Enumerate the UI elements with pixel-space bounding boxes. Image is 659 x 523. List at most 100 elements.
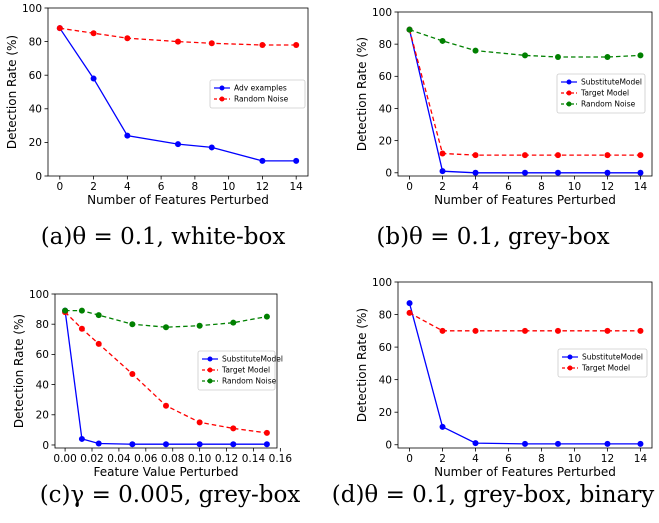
x-tick-label: 6 [505,453,512,465]
data-point [637,327,644,334]
data-point [90,75,97,82]
data-point [95,440,102,447]
y-tick-label: 0 [42,440,49,452]
legend-box [197,350,276,391]
plot-frame [54,293,278,449]
plot-frame [47,7,309,177]
y-tick-label: 60 [36,349,49,361]
x-tick-label: 0.16 [269,453,293,465]
y-tick-label: 100 [372,277,392,289]
data-point [259,157,266,164]
data-point [554,54,561,61]
x-axis-label: Number of Features Perturbed [434,465,616,479]
y-tick-label: 80 [29,36,42,48]
plot-frame [397,11,653,177]
x-tick-label: 12 [601,181,614,193]
y-tick-label: 20 [29,137,42,149]
x-tick-label: 0.12 [215,453,238,465]
legend-marker [207,356,213,362]
data-point [406,26,413,33]
x-tick-label: 4 [472,181,479,193]
plot-frame [397,281,653,449]
data-point [472,169,479,176]
y-axis-label: Detection Rate (%) [12,314,26,428]
data-point [637,152,644,159]
x-tick-label: 0.08 [161,453,184,465]
data-point [78,435,85,442]
legend-label: Target Model [581,364,630,373]
data-point [604,152,611,159]
series-line-2 [64,311,267,434]
y-tick-label: 40 [29,104,42,116]
chart-panel-4: 0 2 4 6 8 10 12 14 0 20 40 60 80 100 Number of Feature… [332,277,654,508]
data-point [522,440,528,447]
y-axis-label: Detection Rate (%) [355,308,369,422]
x-tick-label: 14 [289,181,303,193]
legend-marker [219,85,225,91]
legend-label: SubstituteModel [581,78,642,87]
y-axis-label: Detection Rate (%) [355,37,369,151]
panel-caption: (b)θ = 0.1, grey-box [376,224,609,250]
y-tick-label: 0 [385,168,392,180]
legend-marker [207,378,213,384]
legend-label: Adv examples [234,84,287,93]
data-point [554,169,561,176]
data-point [163,324,169,331]
data-point [124,132,131,139]
x-tick-label: 10 [568,181,581,193]
panel-caption: (c)γ = 0.005, grey-box [40,482,301,508]
data-point [230,425,237,432]
data-point [604,440,611,447]
x-tick-label: 10 [568,453,581,465]
x-axis-label: Number of Features Perturbed [87,193,269,207]
y-tick-label: 40 [379,374,392,386]
legend-marker [219,96,225,102]
data-point [406,300,413,307]
data-point [472,440,479,447]
x-tick-label: 14 [634,181,648,193]
data-point [439,423,446,430]
y-tick-label: 0 [35,171,42,183]
y-tick-label: 80 [36,319,49,331]
legend-label: SubstituteModel [222,355,283,364]
data-point [522,169,528,176]
y-tick-label: 20 [379,135,392,147]
data-point [78,307,85,314]
y-tick-label: 40 [36,379,49,391]
x-tick-label: 0 [406,453,413,465]
legend: SubstituteModel Target Model Random Noise [197,350,283,391]
data-point [163,441,169,448]
x-tick-label: 0 [406,181,413,193]
y-tick-label: 60 [379,71,392,83]
data-point [439,327,446,334]
x-tick-label: 0.10 [188,453,211,465]
x-tick-label: 10 [222,181,235,193]
x-tick-label: 6 [158,181,165,193]
data-point [604,54,611,61]
data-point [439,150,446,157]
data-point [175,141,181,148]
legend-marker [567,365,573,371]
chart-panel-3: 0.00 0.02 0.04 0.06 0.08 0.10 0.12 0.14 0.16 0 20 4… [12,289,300,508]
data-point [129,321,136,328]
data-point [472,47,479,54]
legend-marker [566,90,572,96]
data-point [637,440,644,447]
data-point [263,441,270,448]
y-tick-label: 100 [29,289,49,301]
legend-box [556,73,646,114]
data-point [196,419,203,426]
data-point [124,35,131,42]
data-point [230,319,237,326]
x-axis-label: Number of Features Perturbed [434,193,616,207]
x-tick-label: 0.06 [134,453,158,465]
panel-caption: (d)θ = 0.1, grey-box, binary [332,482,654,508]
x-tick-label: 8 [192,181,199,193]
legend: SubstituteModel Target Model Random Noise [556,73,646,114]
data-point [263,429,270,436]
legend-label: Random Noise [234,95,289,104]
data-point [56,25,63,32]
data-point [129,371,136,378]
legend-label: SubstituteModel [582,353,643,362]
